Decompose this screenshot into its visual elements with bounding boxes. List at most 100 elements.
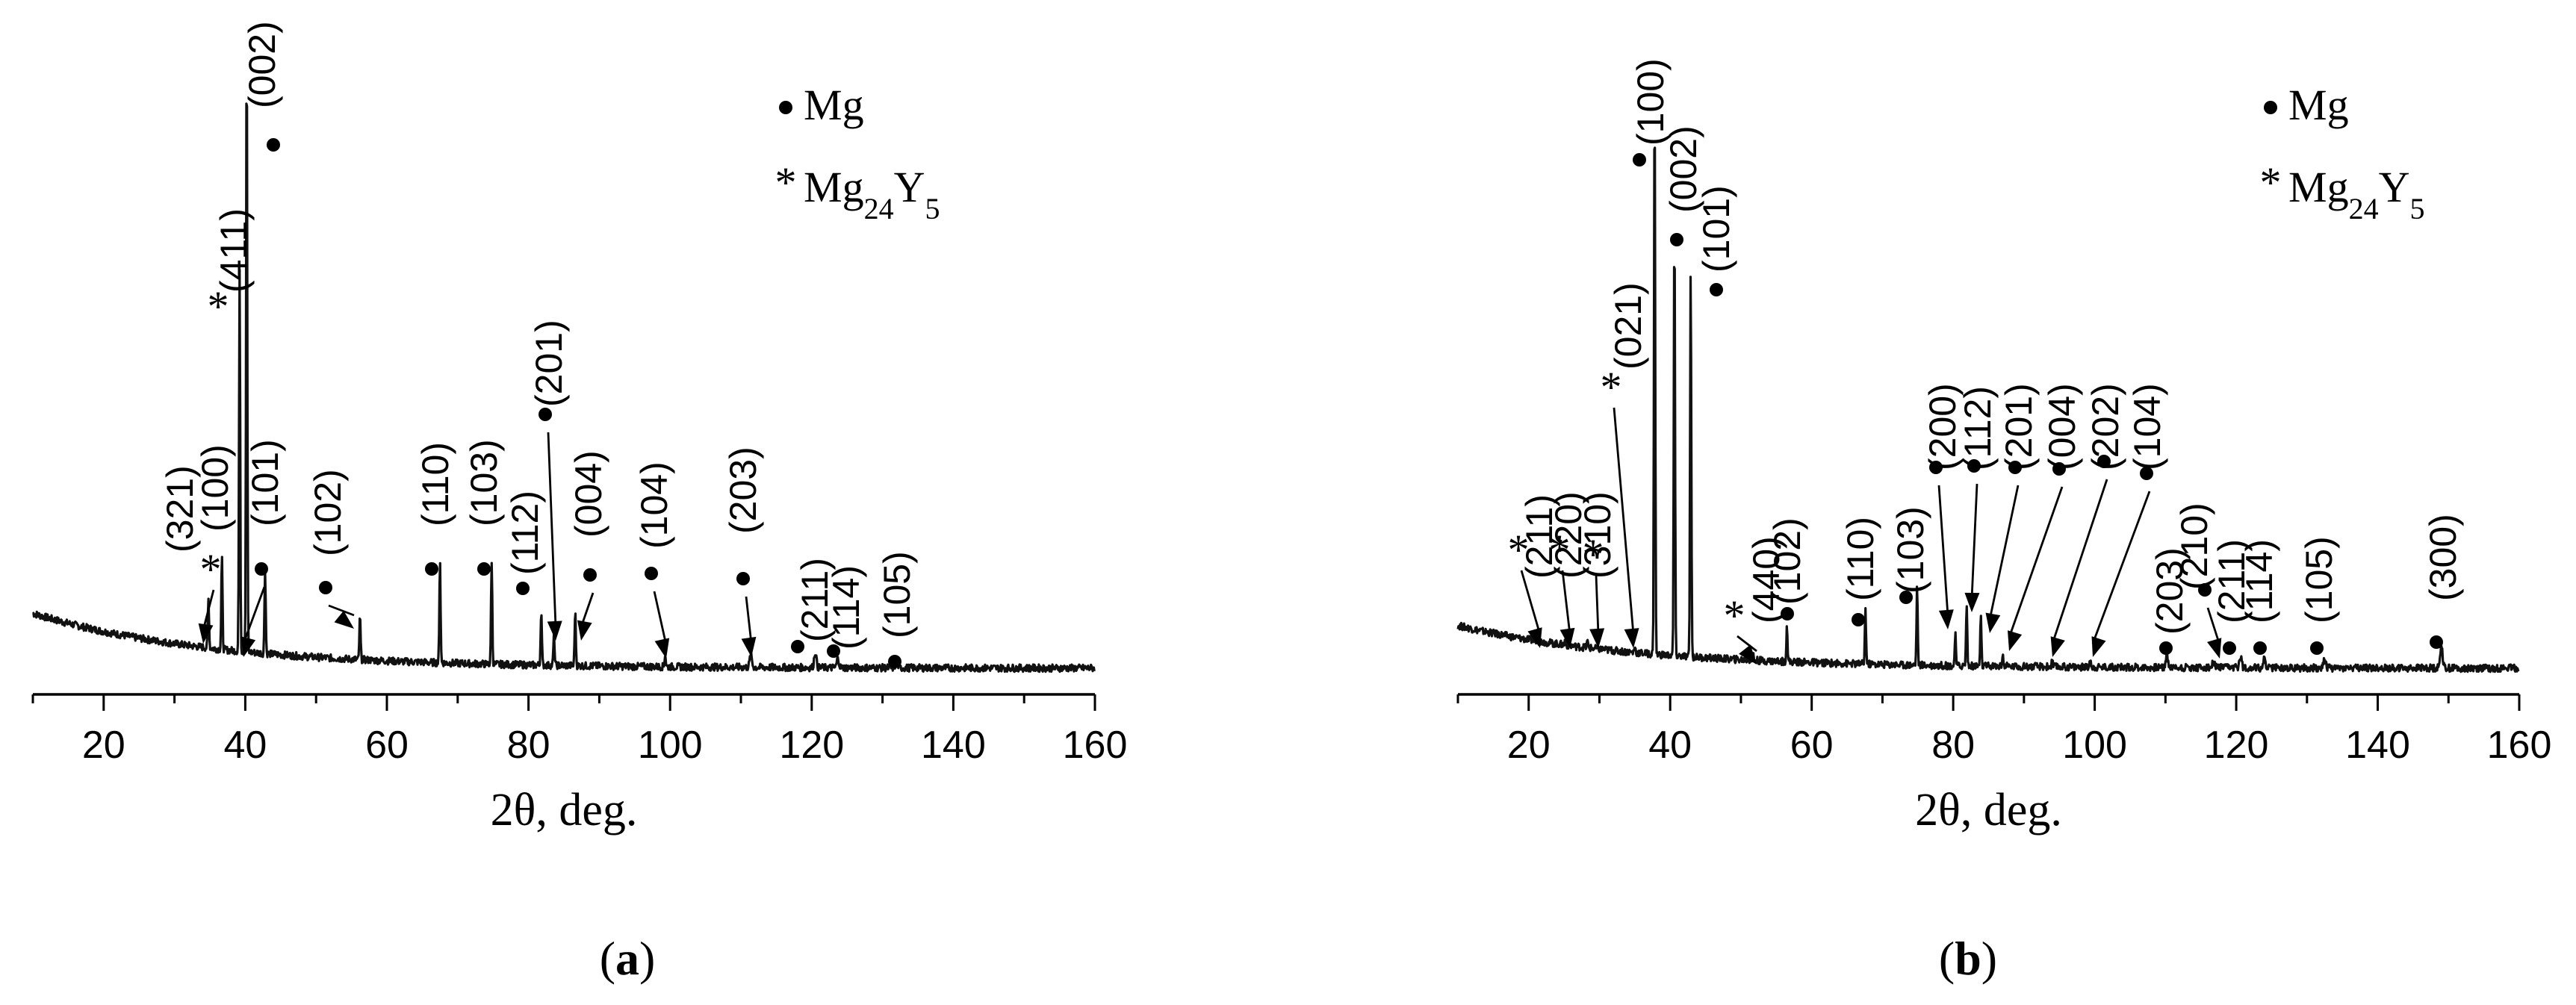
mg-marker [2159, 641, 2173, 655]
peak-arrow [202, 589, 215, 631]
peak-arrowhead [547, 620, 562, 641]
mg-marker [645, 567, 658, 580]
peak-arrowhead [741, 636, 757, 657]
legend-mg24y5-icon: * [2260, 158, 2282, 207]
x-tick-label: 60 [365, 724, 409, 767]
peak-arrowhead [1739, 644, 1757, 665]
xrd-pattern-line [1456, 146, 2520, 673]
peak-arrow [1970, 483, 1978, 600]
peak-arrowhead [1624, 628, 1639, 648]
x-tick-label: 160 [1063, 724, 1128, 767]
peak-arrowhead [1964, 592, 1980, 612]
peak-arrow [653, 591, 668, 646]
peak-arrow [745, 596, 753, 644]
peak-label: (114) [2238, 539, 2280, 623]
mg-marker [1899, 591, 1913, 604]
peak-arrow [1613, 407, 1635, 635]
mg-marker [1670, 233, 1683, 246]
peak-arrowhead [1559, 627, 1575, 648]
peak-label: (300) [2422, 514, 2464, 601]
peak-label: (101) [244, 439, 286, 526]
peak-label: (021) [1607, 282, 1649, 370]
panel-label: (a) [600, 932, 656, 985]
mg-marker [1633, 153, 1646, 167]
mg-marker [1852, 613, 1865, 626]
xrd-pattern-line [32, 102, 1096, 673]
peak-label: (110) [415, 442, 456, 526]
peak-label: (002) [1663, 125, 1704, 213]
peak-arrow [547, 432, 557, 628]
mg-marker [1967, 459, 1981, 473]
peak-label: (004) [2041, 383, 2083, 470]
peak-arrow [2206, 607, 2221, 646]
x-tick-label: 100 [2062, 724, 2127, 767]
peak-label: (112) [1957, 386, 1999, 470]
x-tick-label: 80 [1931, 724, 1975, 767]
peak-arrowhead [654, 638, 670, 659]
peak-label: (220) [1548, 491, 1589, 579]
peak-label: (105) [876, 551, 918, 638]
legend: Mg* Mg24Y5 [775, 81, 940, 225]
peak-arrowhead [2050, 636, 2065, 657]
peak-label: (101) [1695, 185, 1737, 273]
mg-marker [425, 562, 438, 576]
peak-label: (210) [2173, 502, 2215, 590]
peak-arrow [2091, 491, 2151, 644]
mg24y5-marker: * [1549, 526, 1571, 574]
legend-mg-icon [779, 101, 792, 114]
x-tick-label: 100 [638, 724, 703, 767]
peak-arrow [242, 586, 266, 644]
mg-marker [319, 581, 332, 594]
peak-label: (102) [1766, 517, 1808, 605]
mg-marker [1929, 461, 1943, 474]
peak-arrowhead [334, 610, 354, 629]
peak-label: (104) [633, 461, 675, 549]
x-axis-title: 2θ, deg. [1915, 785, 2062, 836]
peak-arrow [2008, 486, 2064, 638]
mg-marker [583, 568, 597, 582]
peak-label: (201) [1998, 383, 2040, 470]
peak-label: (103) [1890, 506, 1931, 594]
mg24y5-marker: * [208, 282, 229, 331]
x-tick-label: 120 [2204, 724, 2269, 767]
peak-label: (110) [1840, 517, 1881, 601]
peak-label: (002) [241, 21, 283, 108]
legend-mg-icon [2264, 101, 2277, 114]
mg-marker [477, 562, 491, 576]
peak-arrowhead [1985, 612, 2001, 633]
peak-label: (004) [568, 450, 609, 538]
mg-marker [2310, 641, 2324, 655]
peak-arrow [1595, 574, 1600, 635]
peak-arrow [1937, 485, 1949, 617]
peak-arrowhead [2207, 638, 2222, 659]
peak-arrowhead [1527, 627, 1542, 648]
mg-marker [2052, 462, 2066, 476]
peak-label: (440) [1745, 536, 1787, 623]
x-tick-label: 140 [921, 724, 986, 767]
peak-arrowhead [240, 636, 256, 657]
peak-label: (203) [2149, 547, 2191, 635]
mg24y5-marker: * [1508, 526, 1530, 574]
peak-label: (321) [159, 465, 201, 553]
mg-marker [827, 644, 840, 658]
peak-label: (112) [504, 491, 546, 575]
peak-label: (200) [1922, 383, 1964, 470]
mg24y5-marker: * [1601, 363, 1622, 411]
legend-mg24y5-icon: * [775, 158, 797, 207]
legend-mg24y5-label: Mg24Y5 [2288, 163, 2424, 225]
mg-marker [791, 640, 804, 653]
mg-marker [2253, 641, 2267, 655]
peak-arrow [1561, 570, 1571, 635]
mg-marker [736, 572, 750, 585]
x-axis-title: 2θ, deg. [491, 785, 638, 836]
mg-marker [2223, 641, 2236, 655]
legend-mg-label: Mg [2288, 81, 2349, 129]
peak-arrowhead [2008, 630, 2023, 651]
x-tick-label: 20 [1507, 724, 1551, 767]
peak-label: (211) [1518, 494, 1560, 579]
peak-arrowhead [577, 620, 592, 641]
peak-arrow [1520, 570, 1542, 635]
peak-label: (100) [1630, 58, 1672, 146]
